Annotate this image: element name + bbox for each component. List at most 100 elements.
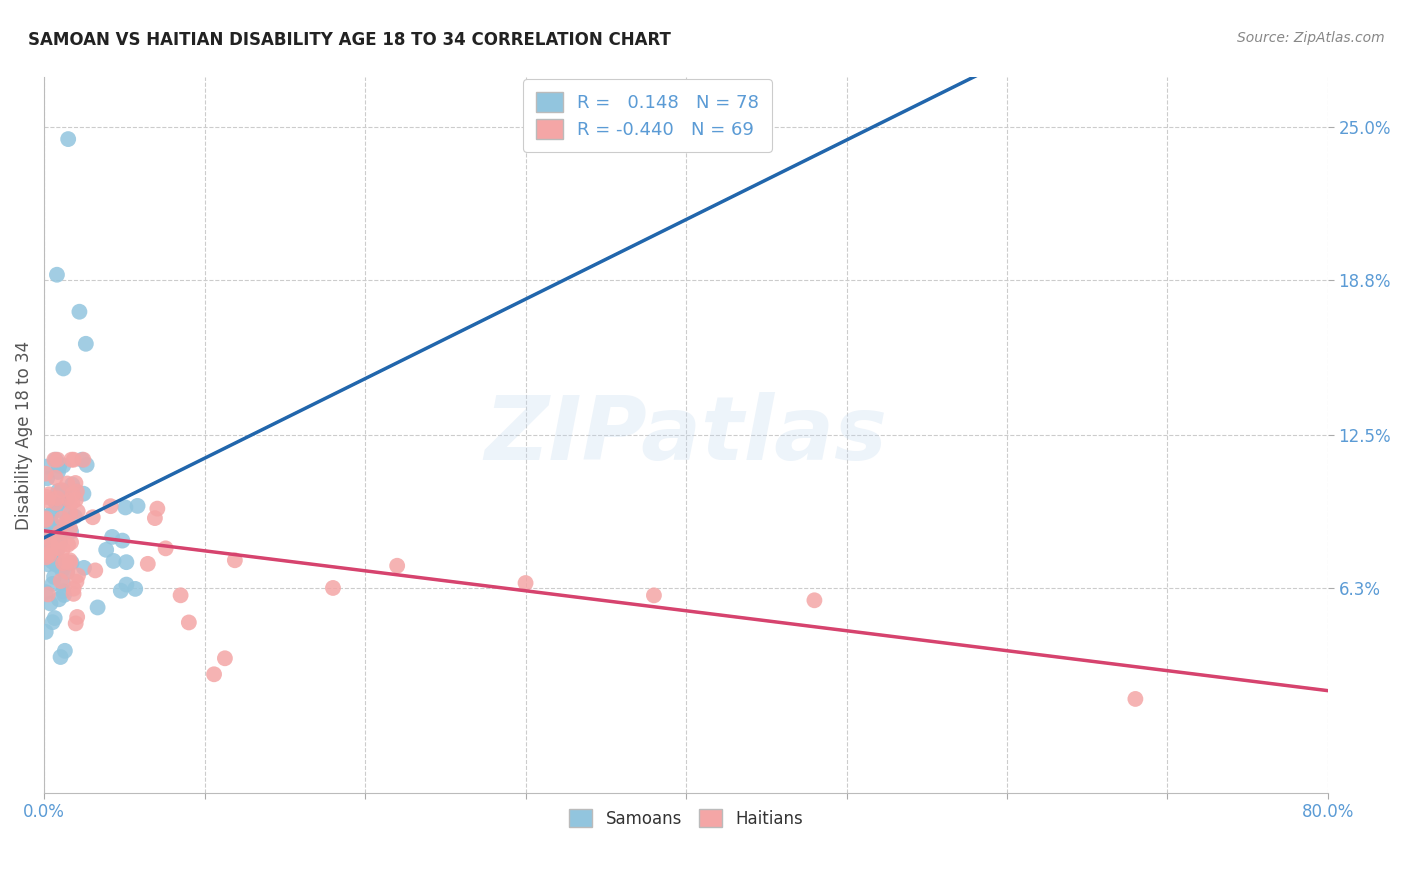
Point	[45, 471, 67, 485]
Point	[58, 493, 80, 508]
Point	[59, 521, 82, 535]
Point	[39, 546, 62, 560]
Point	[155, 541, 177, 556]
Point	[67, 304, 90, 318]
Point	[60, 495, 83, 509]
Point	[84, 563, 107, 577]
Point	[45, 452, 67, 467]
Point	[49, 650, 72, 665]
Point	[38, 487, 60, 501]
Point	[52, 505, 75, 519]
Point	[115, 555, 138, 569]
Point	[35, 459, 58, 474]
Point	[39, 597, 62, 611]
Point	[39, 508, 62, 523]
Point	[48, 458, 70, 473]
Text: Source: ZipAtlas.com: Source: ZipAtlas.com	[1237, 31, 1385, 45]
Point	[49, 574, 72, 588]
Point	[82, 510, 104, 524]
Point	[53, 644, 76, 658]
Point	[46, 465, 69, 479]
Point	[65, 492, 87, 507]
Point	[39, 549, 62, 564]
Point	[56, 566, 79, 580]
Point	[56, 132, 79, 146]
Point	[56, 492, 79, 507]
Point	[44, 537, 66, 551]
Point	[72, 452, 94, 467]
Point	[48, 528, 70, 542]
Point	[56, 476, 79, 491]
Point	[52, 584, 75, 599]
Point	[65, 475, 87, 490]
Point	[41, 615, 63, 630]
Point	[53, 588, 76, 602]
Point	[127, 499, 149, 513]
Point	[111, 533, 134, 548]
Point	[60, 452, 83, 467]
Point	[56, 565, 79, 579]
Point	[35, 511, 58, 525]
Legend: Samoans, Haitians: Samoans, Haitians	[562, 803, 810, 834]
Point	[49, 534, 72, 549]
Point	[86, 600, 108, 615]
Point	[70, 452, 93, 467]
Point	[62, 587, 84, 601]
Point	[59, 556, 82, 570]
Point	[37, 471, 59, 485]
Point	[35, 513, 58, 527]
Point	[46, 268, 69, 282]
Point	[385, 558, 408, 573]
Point	[37, 516, 59, 531]
Point	[38, 549, 60, 563]
Point	[110, 583, 132, 598]
Point	[56, 538, 79, 552]
Point	[56, 515, 79, 529]
Point	[62, 487, 84, 501]
Point	[60, 477, 83, 491]
Point	[45, 496, 67, 510]
Point	[35, 585, 58, 599]
Point	[46, 483, 69, 498]
Point	[55, 554, 77, 568]
Point	[124, 582, 146, 596]
Point	[51, 483, 73, 498]
Point	[37, 558, 59, 572]
Point	[44, 452, 66, 467]
Text: SAMOAN VS HAITIAN DISABILITY AGE 18 TO 34 CORRELATION CHART: SAMOAN VS HAITIAN DISABILITY AGE 18 TO 3…	[28, 31, 671, 49]
Point	[60, 524, 83, 539]
Point	[115, 577, 138, 591]
Point	[41, 507, 63, 521]
Point	[35, 550, 58, 565]
Point	[52, 576, 75, 591]
Point	[48, 525, 70, 540]
Point	[60, 535, 83, 549]
Point	[60, 556, 83, 570]
Point	[76, 458, 98, 472]
Point	[39, 538, 62, 552]
Point	[66, 610, 89, 624]
Point	[48, 534, 70, 549]
Point	[52, 556, 75, 570]
Text: ZIPatlas: ZIPatlas	[485, 392, 887, 478]
Point	[322, 581, 344, 595]
Point	[103, 554, 125, 568]
Point	[51, 563, 73, 577]
Point	[39, 516, 62, 530]
Point	[169, 588, 191, 602]
Point	[49, 520, 72, 534]
Point	[41, 548, 63, 562]
Point	[35, 548, 58, 562]
Point	[65, 574, 87, 589]
Point	[143, 511, 166, 525]
Point	[66, 484, 89, 499]
Point	[53, 485, 76, 500]
Point	[44, 611, 66, 625]
Point	[51, 543, 73, 558]
Point	[96, 542, 118, 557]
Point	[515, 576, 537, 591]
Point	[177, 615, 200, 630]
Point	[42, 492, 65, 507]
Point	[66, 504, 89, 518]
Y-axis label: Disability Age 18 to 34: Disability Age 18 to 34	[15, 341, 32, 530]
